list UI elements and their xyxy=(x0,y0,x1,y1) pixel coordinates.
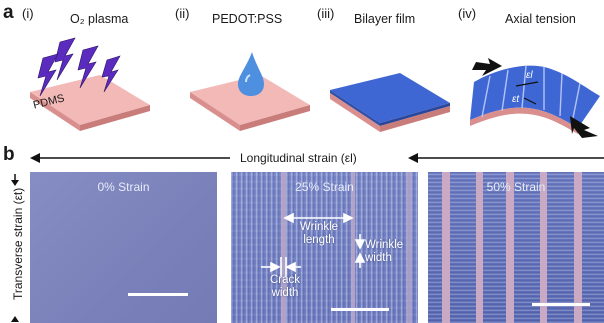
step-2-title: PEDOT:PSS xyxy=(212,12,283,26)
step-3-number: (iii) xyxy=(317,6,335,21)
crack xyxy=(506,172,514,323)
strain-label-25: 25% Strain xyxy=(295,180,354,194)
crack xyxy=(476,172,483,323)
tension-arrow-right xyxy=(570,116,598,138)
scale-bar xyxy=(331,308,389,311)
scale-bar xyxy=(128,293,188,296)
crack-width-label: Crack width xyxy=(269,274,301,300)
plasma-bolt-icon xyxy=(37,53,59,97)
arrow-down-icon xyxy=(11,180,19,186)
crack xyxy=(281,172,286,323)
step-3-title: Bilayer film xyxy=(354,12,416,26)
crack-lines xyxy=(481,65,581,124)
step-4-number: (iv) xyxy=(458,6,477,21)
bilayer-film-illustration xyxy=(330,73,450,132)
step-2-number: (ii) xyxy=(175,6,190,21)
step-1-title: O₂ plasma xyxy=(70,12,129,26)
arrow-left-icon xyxy=(30,153,40,163)
stretched-film-top xyxy=(470,65,600,128)
scale-bar xyxy=(532,303,590,306)
micrograph-0-percent: 0% Strain xyxy=(30,172,217,323)
strain-label-50: 50% Strain xyxy=(486,180,546,194)
transverse-strain-arrows xyxy=(11,174,19,322)
longitudinal-strain-arrow xyxy=(30,153,604,163)
step-1-number: (i) xyxy=(22,6,34,21)
crack xyxy=(574,172,582,323)
wrinkle-length-label: Wrinkle length xyxy=(299,221,339,247)
pdms-slab-top xyxy=(190,75,310,125)
plasma-bolt-icon xyxy=(77,45,99,89)
transverse-strain-label: Transverse strain (εt) xyxy=(11,187,25,300)
crack xyxy=(540,172,547,323)
droplet-icon xyxy=(238,52,264,96)
tension-arrow-left xyxy=(472,58,502,76)
arrow-left-icon xyxy=(408,153,418,163)
pdms-slab-top xyxy=(30,75,150,125)
strain-label-0: 0% Strain xyxy=(97,180,150,194)
arrow-up-icon xyxy=(11,316,19,322)
crack xyxy=(351,172,355,323)
panel-b-letter: b xyxy=(3,144,15,165)
pedot-drop-illustration xyxy=(190,52,310,131)
panel-a-letter: a xyxy=(3,2,14,23)
wrinkle-width-label: Wrinkle width xyxy=(365,239,404,265)
pdms-slab-left xyxy=(30,92,80,131)
film-top xyxy=(330,73,450,123)
crack xyxy=(442,172,450,323)
micrograph-25-percent: 25% Strain Wrinkle length Wrinkle width … xyxy=(231,172,418,323)
pdms-slab-front xyxy=(80,105,150,131)
longitudinal-strain-label: Longitudinal strain (εl) xyxy=(240,151,357,165)
step-4-title: Axial tension xyxy=(505,12,576,26)
axial-tension-illustration: εl εt xyxy=(470,58,600,138)
plasma-bolt-icon xyxy=(54,37,76,81)
epsilon-l-symbol: εl xyxy=(526,70,533,81)
micrograph-50-percent: 50% Strain xyxy=(428,172,604,323)
plasma-bolt-icon xyxy=(101,55,121,93)
crack xyxy=(407,172,411,323)
plasma-bolt-icons xyxy=(37,37,121,97)
plasma-treatment-illustration xyxy=(30,37,150,131)
epsilon-t-symbol: εt xyxy=(512,94,520,105)
measurement-arrows xyxy=(261,212,366,277)
